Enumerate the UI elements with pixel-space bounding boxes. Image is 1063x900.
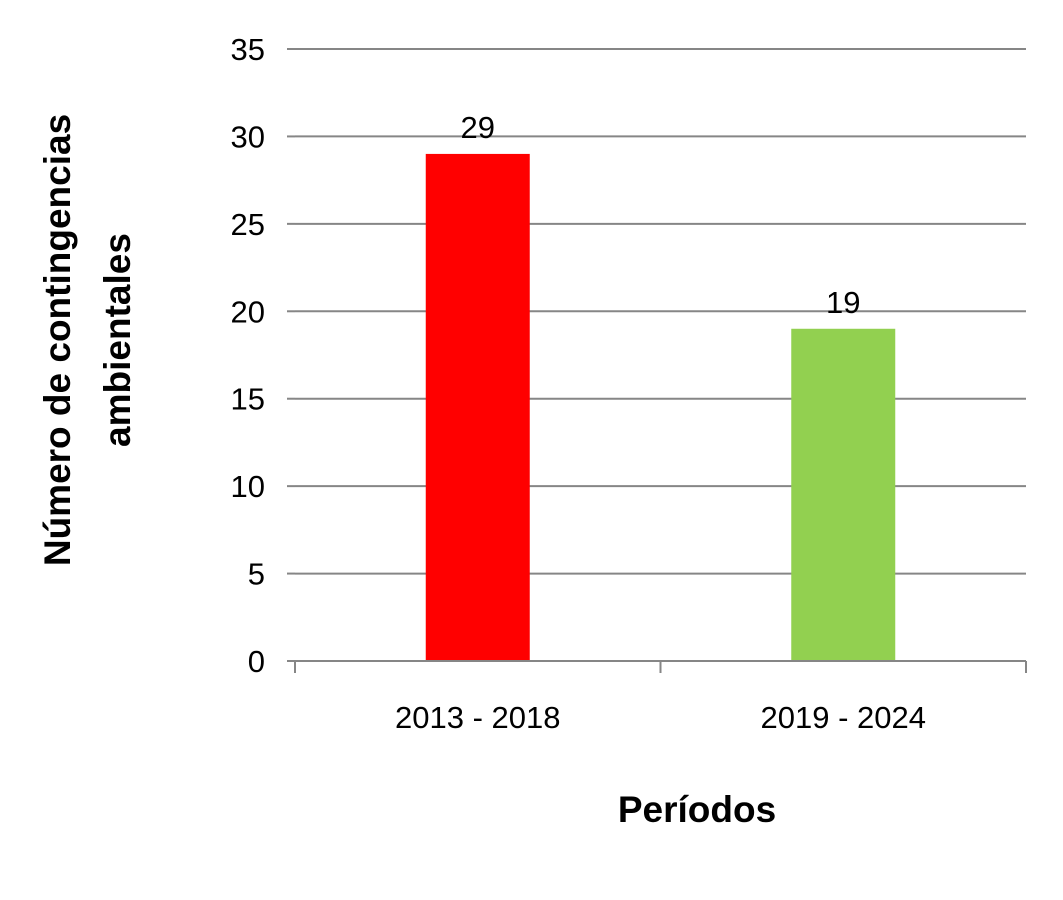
data-label: 19 bbox=[826, 285, 860, 320]
y-tick-label: 35 bbox=[231, 32, 265, 67]
x-category-labels: 2013 - 2018 2019 - 2024 bbox=[395, 700, 926, 735]
y-tick-label: 20 bbox=[231, 294, 265, 329]
y-axis-title-line-2: ambientales bbox=[97, 233, 138, 447]
y-tick-label: 30 bbox=[231, 119, 265, 154]
y-tick-label: 15 bbox=[231, 382, 265, 417]
x-category-label: 2019 - 2024 bbox=[761, 700, 926, 735]
bar bbox=[425, 153, 530, 661]
axes bbox=[287, 48, 1027, 673]
y-tick-label: 5 bbox=[248, 557, 265, 592]
x-category-label: 2013 - 2018 bbox=[395, 700, 560, 735]
y-tick-label: 10 bbox=[231, 469, 265, 504]
y-tick-labels: 0 5 10 15 20 25 30 35 bbox=[231, 32, 265, 679]
gridlines bbox=[295, 48, 1026, 575]
data-labels: 29 19 bbox=[461, 110, 861, 320]
x-axis-title: Períodos bbox=[618, 789, 776, 830]
bars bbox=[425, 153, 896, 661]
y-tick-label: 0 bbox=[248, 644, 265, 679]
y-tick-label: 25 bbox=[231, 207, 265, 242]
data-label: 29 bbox=[461, 110, 495, 145]
bar bbox=[791, 328, 896, 661]
y-axis-title-line-1: Número de contingencias bbox=[37, 114, 78, 566]
